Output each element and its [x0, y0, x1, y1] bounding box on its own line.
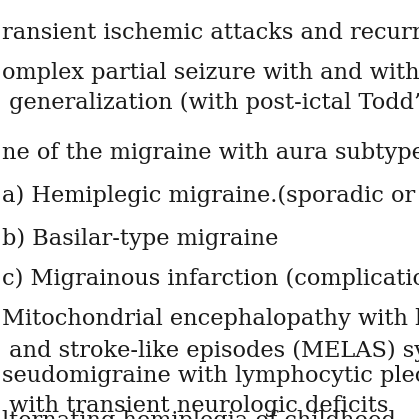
Text: with transient neurologic deficits: with transient neurologic deficits — [2, 395, 388, 417]
Text: a) Hemiplegic migraine.(sporadic or fam: a) Hemiplegic migraine.(sporadic or fam — [2, 185, 419, 207]
Text: lternating hemiplegia of childhood: lternating hemiplegia of childhood — [2, 410, 396, 419]
Text: generalization (with post-ictal Todd’s p: generalization (with post-ictal Todd’s p — [2, 92, 419, 114]
Text: b) Basilar-type migraine: b) Basilar-type migraine — [2, 228, 278, 250]
Text: Mitochondrial encephalopathy with lactic: Mitochondrial encephalopathy with lactic — [2, 308, 419, 330]
Text: ransient ischemic attacks and recurrent s: ransient ischemic attacks and recurrent … — [2, 22, 419, 44]
Text: seudomigraine with lymphocytic pleocyt: seudomigraine with lymphocytic pleocyt — [2, 365, 419, 387]
Text: ne of the migraine with aura subtypes:: ne of the migraine with aura subtypes: — [2, 142, 419, 164]
Text: and stroke-like episodes (MELAS) synd: and stroke-like episodes (MELAS) synd — [2, 340, 419, 362]
Text: c) Migrainous infarction (complication o: c) Migrainous infarction (complication o — [2, 268, 419, 290]
Text: omplex partial seizure with and without: omplex partial seizure with and without — [2, 62, 419, 84]
